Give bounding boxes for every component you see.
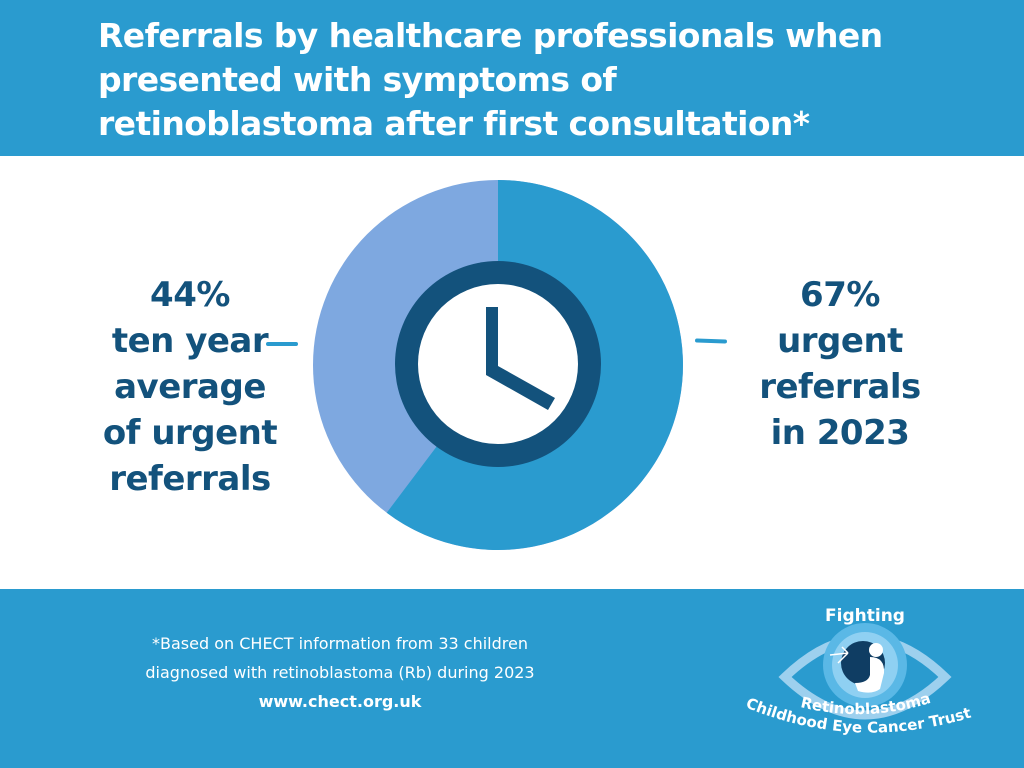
- right-stat-line: in 2023: [770, 413, 910, 453]
- clock-icon: [395, 261, 601, 467]
- right-stat-percent: 67%: [800, 275, 880, 315]
- right-stat-line: urgent: [777, 321, 903, 361]
- footnote-line-2: diagnosed with retinoblastoma (Rb) durin…: [145, 663, 535, 682]
- footnote: *Based on CHECT information from 33 chil…: [100, 629, 580, 716]
- left-stat-line: referrals: [109, 459, 271, 499]
- footnote-line-1: *Based on CHECT information from 33 chil…: [152, 634, 528, 653]
- title-line-3: retinoblastoma after first consultation*: [98, 104, 810, 143]
- logo-top-text: Fighting: [825, 606, 905, 626]
- chect-logo: Fighting Retinoblastoma Childhood Eye Ca…: [744, 606, 973, 737]
- title-line-2: presented with symptoms of: [98, 60, 617, 99]
- chart-title: Referrals by healthcare professionals wh…: [98, 14, 998, 146]
- header-banner: Referrals by healthcare professionals wh…: [0, 0, 1024, 156]
- right-stat-label: 67% urgent referrals in 2023: [740, 272, 940, 456]
- left-stat-percent: 44%: [150, 275, 230, 315]
- left-stat-line: ten year: [111, 321, 269, 361]
- left-stat-line: of urgent: [102, 413, 278, 453]
- left-stat-line: average: [114, 367, 266, 407]
- title-line-1: Referrals by healthcare professionals wh…: [98, 16, 883, 55]
- eye-with-baby-icon: [778, 623, 952, 720]
- website-link[interactable]: www.chect.org.uk: [258, 692, 422, 711]
- chart-area: 44% ten year average of urgent referrals…: [0, 156, 1024, 589]
- left-leader-line: [266, 342, 298, 346]
- donut-chart: [313, 180, 683, 551]
- left-stat-label: 44% ten year average of urgent referrals: [78, 272, 302, 502]
- right-stat-line: referrals: [759, 367, 921, 407]
- footer-banner: *Based on CHECT information from 33 chil…: [0, 589, 1024, 768]
